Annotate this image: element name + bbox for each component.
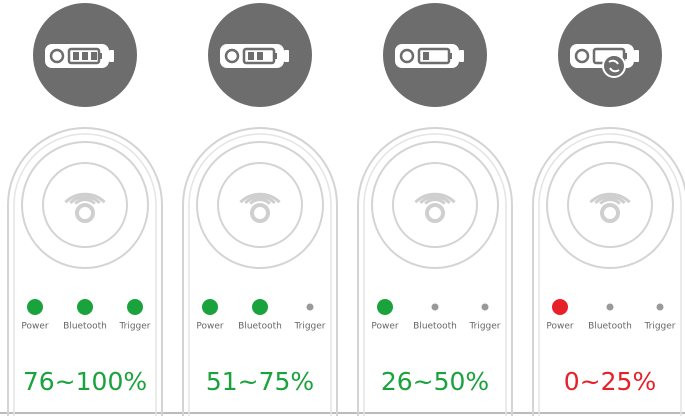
charging-badge (603, 55, 625, 77)
indicator-label: Trigger (293, 322, 325, 332)
signal-arc (75, 200, 95, 204)
signal-arc (250, 200, 270, 204)
battery-range: 76~100% (23, 367, 147, 396)
battery-bar (73, 52, 79, 60)
indicator-label: Power (371, 322, 399, 332)
indicator-light (307, 304, 314, 311)
signal-dot-ring (602, 205, 618, 221)
battery-outline-tip (449, 53, 452, 59)
battery-range: 26~50% (381, 367, 489, 396)
panel: Power Bluetooth Trigger 76~100% (8, 3, 162, 416)
battery-range: 51~75% (206, 367, 314, 396)
indicator-light (252, 299, 268, 315)
battery-outline-tip (624, 53, 627, 59)
signal-dot-ring (427, 205, 443, 221)
indicator-label: Power (21, 322, 49, 332)
battery-bar (82, 52, 88, 60)
indicator-label: Trigger (468, 322, 500, 332)
indicator-light (202, 299, 218, 315)
indicator-light (127, 299, 143, 315)
battery-tip (109, 50, 114, 62)
indicator-light (77, 299, 93, 315)
indicator-label: Bluetooth (238, 322, 282, 332)
indicator-light (27, 299, 43, 315)
battery-range: 0~25% (564, 367, 656, 396)
signal-dot-ring (77, 205, 93, 221)
indicator-light (607, 304, 614, 311)
signal-dot-ring (252, 205, 268, 221)
signal-arc (600, 200, 620, 204)
battery-tip (284, 50, 289, 62)
battery-outline-tip (274, 53, 277, 59)
battery-outline-tip (99, 53, 102, 59)
indicator-label: Bluetooth (413, 322, 457, 332)
indicator-label: Power (196, 322, 224, 332)
indicator-label: Bluetooth (63, 322, 107, 332)
battery-bar (248, 52, 254, 60)
indicator-light (657, 304, 664, 311)
indicator-label: Trigger (118, 322, 150, 332)
indicator-label: Power (546, 322, 574, 332)
battery-tip (459, 50, 464, 62)
indicator-label: Bluetooth (588, 322, 632, 332)
indicator-label: Trigger (643, 322, 675, 332)
indicator-light (552, 299, 568, 315)
panel: Power Bluetooth Trigger 51~75% (183, 3, 337, 416)
battery-bar (257, 52, 263, 60)
battery-bar (423, 52, 429, 60)
indicator-light (482, 304, 489, 311)
battery-tip (634, 50, 639, 62)
battery-bar (91, 52, 97, 60)
indicator-light (377, 299, 393, 315)
signal-arc (425, 200, 445, 204)
panel: Power Bluetooth Trigger 0~25% (533, 3, 685, 416)
indicator-light (432, 304, 439, 311)
panel: Power Bluetooth Trigger 26~50% (358, 3, 512, 416)
battery-status-illustration: Power Bluetooth Trigger 76~100% Power Bluetoo… (0, 0, 685, 416)
